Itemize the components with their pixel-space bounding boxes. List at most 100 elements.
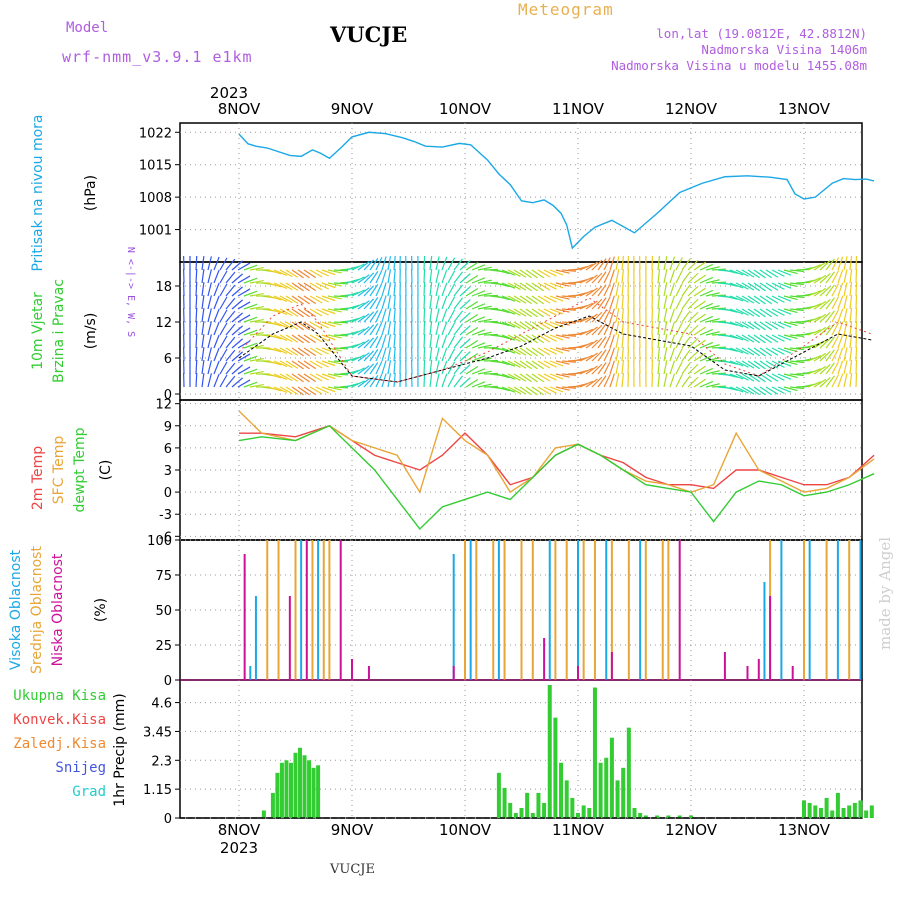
precip-total-bar — [496, 772, 501, 818]
precip-total-bar — [547, 685, 552, 818]
precip-total-bar — [553, 717, 558, 818]
precip-total-bar — [559, 762, 564, 818]
precip-total-bar — [643, 815, 648, 818]
precip-total-bar — [598, 762, 603, 818]
precip-total-bar — [847, 805, 852, 818]
precip-total-bar — [284, 760, 289, 818]
year-label-bottom: 2023 — [220, 839, 258, 857]
precip-legend-item: Grad — [72, 784, 106, 800]
precip-total-bar — [288, 762, 293, 818]
precip-total-bar — [293, 752, 298, 818]
precip-total-bar — [307, 760, 312, 818]
day-label-bottom: 8NOV — [218, 821, 261, 839]
precip-total-bar — [576, 812, 580, 818]
ytick-label: 18 — [155, 280, 172, 295]
precip-total-bar — [689, 815, 693, 818]
precip-total-bar — [519, 807, 524, 818]
ytick-label: 0 — [164, 674, 172, 689]
ytick-label: 4.6 — [151, 697, 172, 712]
precip-total-bar — [564, 780, 569, 818]
precip-total-bar — [835, 792, 840, 818]
ytick-label: 0 — [164, 812, 172, 827]
ytick-label: 9 — [164, 420, 172, 435]
wind-gust-line — [238, 297, 872, 383]
model-elevation-text: Nadmorska Visina u modelu 1455.08m — [611, 58, 867, 73]
precip-total-bar — [638, 812, 643, 818]
model-name: wrf-nmm_v3.9.1 e1km — [62, 48, 253, 66]
precip-total-bar — [542, 802, 547, 818]
precip-total-bar — [852, 802, 857, 818]
precip-total-bar — [818, 807, 823, 818]
precip-total-bar — [824, 797, 829, 818]
day-label-top: 8NOV — [218, 100, 261, 118]
precip-total-bar — [609, 737, 614, 818]
precip-total-bar — [666, 815, 671, 818]
ytick-label: 1.15 — [143, 783, 172, 798]
precip-total-bar — [279, 762, 284, 818]
wind-unit: (m/s) — [83, 313, 99, 350]
precip-total-bar — [626, 727, 631, 818]
precip-total-bar — [655, 815, 660, 818]
precip-total-bar — [621, 767, 626, 818]
precip-total-bar — [270, 792, 275, 818]
precip-total-bar — [302, 755, 307, 818]
dewpt-label: dewpt Temp — [72, 427, 88, 512]
ytick-label: 1008 — [139, 191, 172, 206]
precip-legend-item: Ukupna Kisa — [13, 688, 106, 704]
precip-total-bar — [587, 807, 592, 818]
ytick-label: 75 — [155, 569, 172, 584]
ytick-label: 1022 — [139, 126, 172, 141]
precip-total-bar — [858, 800, 863, 818]
wind-barbs — [183, 255, 858, 396]
ytick-label: 1001 — [139, 224, 172, 239]
ytick-label: 25 — [155, 639, 172, 654]
precip-legend-item: Snijeg — [55, 760, 106, 776]
sfc-temp-label: SFC Temp — [51, 436, 67, 505]
station-title: VUCJE — [330, 22, 408, 47]
panel-frame-pressure — [179, 122, 863, 263]
ytick-label: 1015 — [139, 159, 172, 174]
day-label-top: 10NOV — [439, 100, 492, 118]
precip-legend-item: Zaledj.Kisa — [13, 736, 106, 752]
ytick-label: 3.45 — [143, 725, 172, 740]
day-label-bottom: 11NOV — [552, 821, 605, 839]
wind-label-a: 10m Vjetar — [30, 292, 46, 370]
precip-legend-item: Konvek.Kisa — [13, 712, 106, 728]
precip-total-bar — [869, 805, 874, 818]
day-label-top: 13NOV — [778, 100, 831, 118]
ytick-label: 3 — [164, 464, 172, 479]
model-label: Model — [66, 20, 109, 36]
ytick-label: 50 — [155, 604, 172, 619]
day-label-top: 9NOV — [331, 100, 374, 118]
footer-station: VUCJE — [330, 862, 375, 877]
precip-total-bar — [316, 765, 321, 818]
precip-total-bar — [807, 802, 812, 818]
lonlat-text: lon,lat (19.0812E, 42.8812N) — [656, 26, 867, 41]
pressure-label: Pritisak na nivou mora — [30, 114, 46, 271]
product-title: Meteogram — [518, 0, 614, 19]
elevation-text: Nadmorska Visina 1406m — [701, 42, 867, 57]
day-label-top: 12NOV — [665, 100, 718, 118]
temp-unit: (C) — [98, 460, 114, 481]
precip-total-bar — [536, 792, 541, 818]
day-label-top: 11NOV — [552, 100, 605, 118]
precip-unit: 1hr Precip (mm) — [112, 693, 128, 806]
ytick-label: 0 — [164, 486, 172, 501]
precip-total-bar — [802, 800, 806, 818]
precip-total-bar — [604, 757, 609, 818]
cloud-unit: (%) — [93, 598, 109, 622]
cloud-mid-label: Srednja Oblacnost — [29, 546, 45, 674]
precip-total-bar — [513, 812, 518, 818]
day-label-bottom: 13NOV — [778, 821, 831, 839]
ytick-label: 2.3 — [151, 754, 172, 769]
precip-total-bar — [841, 807, 846, 818]
precip-total-bar — [530, 812, 535, 818]
wind-label-b: Brzina i Pravac — [51, 279, 67, 383]
precip-total-bar — [615, 780, 620, 818]
precip-total-bar — [261, 810, 266, 818]
ytick-label: 0 — [164, 388, 172, 403]
ytick-label: 6 — [164, 352, 172, 367]
panel-frame-wind — [179, 261, 863, 401]
ytick-label: 12 — [155, 316, 172, 331]
